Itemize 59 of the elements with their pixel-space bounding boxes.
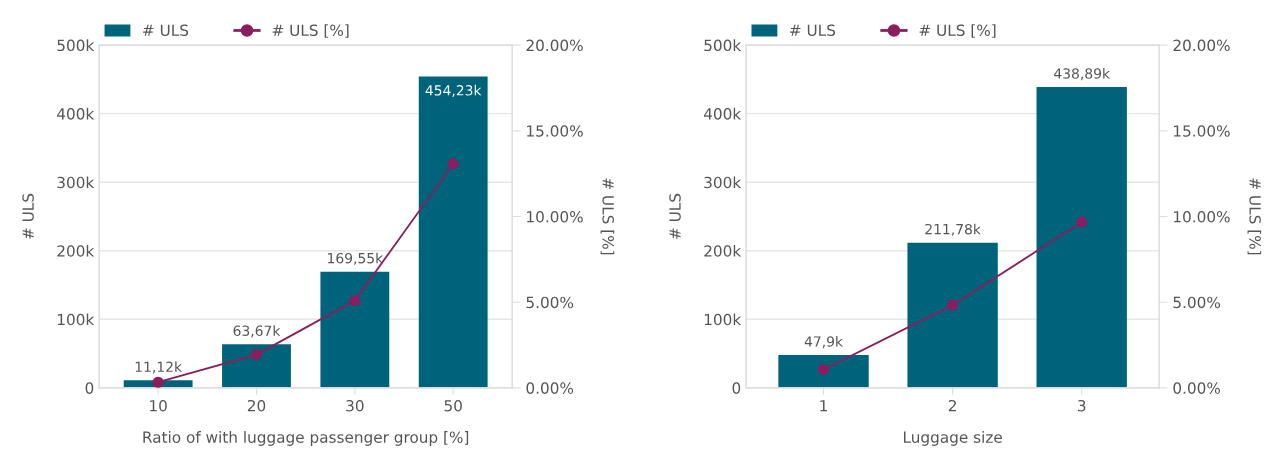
data-label: 11,12k bbox=[135, 361, 183, 374]
y2-axis-title: # ULS [%] bbox=[600, 178, 615, 255]
point bbox=[152, 376, 164, 388]
y-tick-label: 300k bbox=[704, 176, 742, 189]
point bbox=[817, 363, 830, 376]
y2-tick-label: 10.00% bbox=[527, 210, 583, 223]
data-label: 454,23k bbox=[425, 84, 482, 97]
x-tick-label: 1 bbox=[820, 400, 827, 412]
bar bbox=[418, 76, 488, 388]
bar bbox=[778, 355, 869, 388]
y-tick-label: 200k bbox=[57, 244, 95, 257]
data-label: 211,78k bbox=[925, 223, 981, 236]
point bbox=[349, 295, 361, 307]
x-axis-title: Ratio of with luggage passenger group [%] bbox=[143, 431, 469, 446]
y2-tick-label: 15.00% bbox=[1174, 125, 1230, 137]
bar bbox=[907, 242, 998, 388]
y-tick-label: 100k bbox=[704, 313, 742, 326]
point bbox=[947, 299, 959, 311]
x-tick-label: 2 bbox=[948, 399, 956, 412]
bar bbox=[222, 344, 291, 388]
y2-tick-label: 5.00% bbox=[1173, 296, 1221, 309]
y-axis-title: # ULS bbox=[22, 193, 34, 239]
legend-label: # ULS bbox=[790, 24, 836, 37]
point bbox=[1076, 216, 1088, 228]
y2-tick-label: 0.00% bbox=[1173, 382, 1221, 394]
legend-label: # ULS bbox=[143, 24, 189, 37]
point bbox=[250, 349, 263, 361]
y-axis-title: # ULS bbox=[669, 193, 681, 239]
y2-tick-label: 5.00% bbox=[526, 296, 574, 309]
y2-axis-title: # ULS [%] bbox=[1247, 178, 1262, 255]
y-tick-label: 0 bbox=[732, 382, 741, 394]
y-tick-label: 500k bbox=[57, 39, 95, 52]
data-label: 63,67k bbox=[233, 325, 281, 338]
bar bbox=[1036, 86, 1127, 388]
y2-tick-label: 10.00% bbox=[1174, 210, 1230, 223]
data-label: 438,89k bbox=[1054, 67, 1110, 81]
y2-tick-label: 15.00% bbox=[527, 125, 583, 137]
y-tick-label: 100k bbox=[57, 313, 95, 326]
x-tick-label: 20 bbox=[247, 399, 266, 412]
legend-label: # ULS [%] bbox=[272, 24, 349, 38]
y2-tick-label: 20.00% bbox=[1173, 39, 1230, 52]
legend-label: # ULS [%] bbox=[919, 24, 996, 38]
y-tick-label: 0 bbox=[85, 382, 94, 394]
y-tick-label: 300k bbox=[57, 176, 95, 189]
y-tick-label: 500k bbox=[704, 39, 742, 52]
y2-tick-label: 0.00% bbox=[526, 382, 574, 394]
bar bbox=[320, 271, 390, 388]
point bbox=[447, 158, 459, 170]
y-tick-label: 200k bbox=[704, 244, 742, 257]
x-tick-label: 30 bbox=[346, 399, 364, 412]
x-tick-label: 10 bbox=[150, 399, 167, 412]
data-label: 47,9k bbox=[804, 336, 843, 349]
y-tick-label: 400k bbox=[57, 107, 95, 120]
data-label: 169,55k bbox=[328, 252, 384, 265]
y-tick-label: 400k bbox=[703, 107, 742, 120]
x-tick-label: 3 bbox=[1078, 399, 1086, 412]
y2-tick-label: 20.00% bbox=[526, 39, 583, 52]
x-tick-label: 50 bbox=[444, 399, 462, 412]
x-axis-title: Luggage size bbox=[903, 431, 1002, 446]
